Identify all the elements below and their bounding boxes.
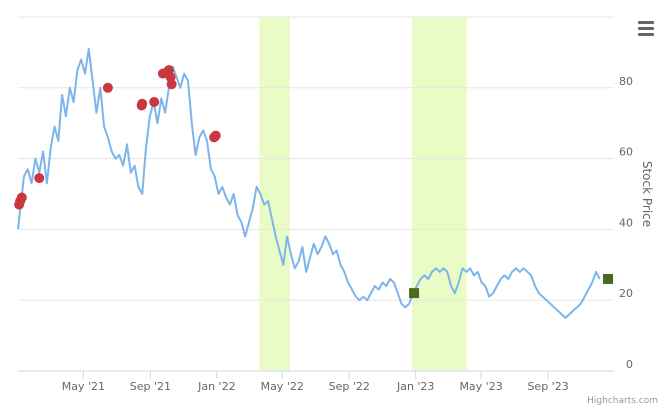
x-tick-label: Jan '22 bbox=[197, 380, 235, 393]
y-tick-label: 80 bbox=[619, 75, 633, 88]
y-axis-title: Stock Price bbox=[640, 161, 654, 227]
highlight-bands bbox=[259, 17, 467, 371]
circle-marker bbox=[166, 79, 177, 90]
y-tick-label: 20 bbox=[619, 287, 633, 300]
x-tick-label: May '22 bbox=[261, 380, 304, 393]
grid-lines bbox=[18, 16, 614, 301]
plot-band bbox=[259, 17, 290, 371]
y-tick-label: 0 bbox=[626, 358, 633, 371]
price-line bbox=[17, 47, 601, 319]
y-axis-labels: 0 20 40 60 80 bbox=[619, 75, 633, 371]
plot-band bbox=[411, 17, 467, 371]
circle-marker bbox=[149, 96, 160, 107]
x-tick-label: Sep '21 bbox=[130, 380, 171, 393]
circle-marker bbox=[34, 173, 45, 184]
square-marker bbox=[603, 273, 614, 284]
chart-menu-button[interactable] bbox=[634, 16, 658, 38]
x-axis-ticks bbox=[82, 371, 549, 379]
series-layer bbox=[17, 47, 601, 319]
markers-layer bbox=[14, 65, 614, 299]
x-axis-labels: May '21 Sep '21 Jan '22 May '22 Sep '22 Jan '… bbox=[62, 380, 569, 393]
circle-marker bbox=[137, 98, 148, 109]
menu-line-icon bbox=[638, 21, 654, 24]
circle-marker bbox=[16, 192, 27, 203]
x-tick-label: May '23 bbox=[459, 380, 502, 393]
menu-line-icon bbox=[638, 27, 654, 30]
credits-link[interactable]: Highcharts.com bbox=[587, 396, 658, 406]
menu-line-icon bbox=[638, 33, 654, 36]
circle-marker bbox=[210, 130, 221, 141]
circle-marker bbox=[102, 82, 113, 93]
y-tick-label: 40 bbox=[619, 216, 633, 229]
x-tick-label: Jan '23 bbox=[396, 380, 434, 393]
square-marker bbox=[409, 288, 420, 299]
x-tick-label: May '21 bbox=[62, 380, 105, 393]
x-tick-label: Sep '23 bbox=[527, 380, 568, 393]
x-tick-label: Sep '22 bbox=[329, 380, 370, 393]
y-tick-label: 60 bbox=[619, 146, 633, 159]
